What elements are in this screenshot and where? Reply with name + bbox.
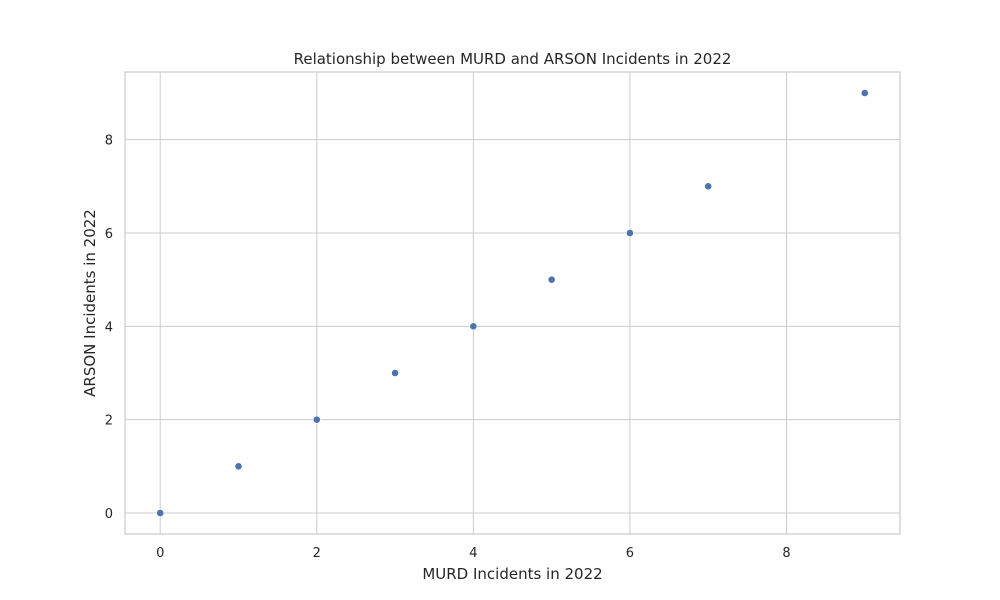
data-point xyxy=(469,322,478,331)
data-point xyxy=(860,89,869,97)
y-tick-label: 2 xyxy=(105,414,113,429)
y-axis-label: ARSON Incidents in 2022 xyxy=(81,209,99,397)
y-tick-label: 6 xyxy=(105,227,113,242)
grid xyxy=(125,72,900,534)
y-tick-label: 8 xyxy=(105,134,113,149)
data-point xyxy=(312,415,321,424)
data-point xyxy=(391,369,399,377)
plot-area-frame xyxy=(124,71,901,535)
data-point xyxy=(547,275,556,284)
x-tick-label: 4 xyxy=(469,546,477,561)
x-tick-labels: 0 2 4 6 8 xyxy=(156,546,791,561)
y-tick-label: 0 xyxy=(105,507,113,522)
y-tick-label: 4 xyxy=(105,320,113,335)
data-points xyxy=(156,89,869,517)
data-point xyxy=(704,182,713,191)
x-tick-label: 6 xyxy=(626,546,634,561)
x-tick-label: 2 xyxy=(313,546,321,561)
y-tick-labels: 0 2 4 6 8 xyxy=(105,134,113,522)
data-point xyxy=(626,229,634,237)
data-point xyxy=(156,509,165,517)
data-point xyxy=(234,462,243,471)
chart-title: Relationship between MURD and ARSON Inci… xyxy=(294,50,732,68)
x-tick-label: 8 xyxy=(782,546,790,561)
x-tick-label: 0 xyxy=(156,546,164,561)
x-axis-label: MURD Incidents in 2022 xyxy=(422,565,602,583)
